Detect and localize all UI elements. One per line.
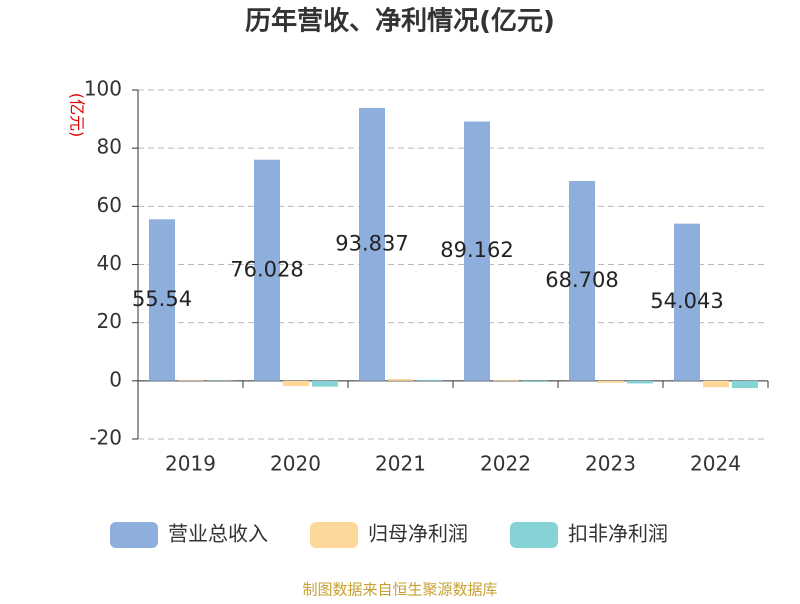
x-tick-label: 2023 <box>585 452 636 476</box>
chart-title: 历年营收、净利情况(亿元) <box>245 6 555 37</box>
bar <box>493 380 519 381</box>
bar <box>732 381 758 388</box>
bar <box>627 381 653 384</box>
bar <box>522 381 548 382</box>
y-tick-label: 60 <box>97 193 122 217</box>
bar <box>417 380 443 381</box>
data-label: 54.043 <box>650 289 723 313</box>
legend-swatch <box>310 522 358 548</box>
legend-swatch <box>110 522 158 548</box>
source-note: 制图数据来自恒生聚源数据库 <box>302 581 497 599</box>
x-tick-label: 2022 <box>480 452 531 476</box>
data-label: 89.162 <box>440 238 513 262</box>
data-label: 93.837 <box>335 231 408 255</box>
x-tick-label: 2019 <box>165 452 216 476</box>
legend-label: 归母净利润 <box>368 522 468 546</box>
y-tick-label: 80 <box>97 135 122 159</box>
legend-label: 扣非净利润 <box>568 522 668 546</box>
bar <box>703 381 729 387</box>
data-label: 68.708 <box>545 268 618 292</box>
y-tick-label: 100 <box>84 77 122 101</box>
bar <box>598 381 624 383</box>
y-tick-label: -20 <box>89 426 122 450</box>
y-tick-label: 0 <box>109 367 122 391</box>
x-tick-label: 2021 <box>375 452 426 476</box>
x-tick-label: 2020 <box>270 452 321 476</box>
legend-label: 营业总收入 <box>168 522 268 546</box>
data-label: 55.54 <box>132 287 192 311</box>
bar <box>312 381 338 387</box>
bar <box>388 379 414 381</box>
y-tick-label: 20 <box>97 309 122 333</box>
bar <box>178 380 204 381</box>
legend-swatch <box>510 522 558 548</box>
bar <box>283 381 309 386</box>
x-tick-label: 2024 <box>690 452 741 476</box>
data-label: 76.028 <box>230 257 303 281</box>
y-tick-label: 40 <box>97 251 122 275</box>
